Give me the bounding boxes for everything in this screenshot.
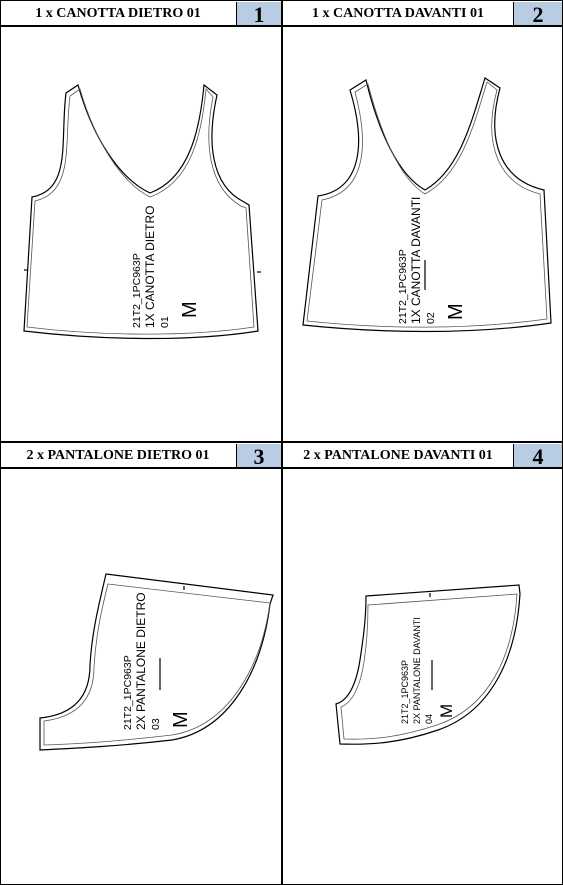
panel-2-number: 2 (513, 2, 562, 27)
panel-1-label-index: 01 (159, 316, 171, 328)
panel-2-label-name: 1X CANOTTA DAVANTI (409, 197, 423, 324)
lower-header-line (0, 467, 563, 469)
panel-4-number: 4 (513, 444, 562, 469)
panel-1-label-name: 1X CANOTTA DIETRO (143, 206, 157, 328)
panel-1-number: 1 (236, 2, 281, 27)
panel-2-label-index: 02 (425, 312, 437, 324)
panel-1-title: 1 x CANOTTA DIETRO 01 (35, 6, 201, 21)
panel-3-title: 2 x PANTALONE DIETRO 01 (26, 448, 210, 463)
canotta-davanti-piece (302, 77, 552, 333)
panel-4-label-index: 04 (424, 714, 434, 724)
panel-3-label-size: M (170, 711, 192, 728)
canotta-dietro-piece (23, 83, 261, 340)
top-header-line (0, 25, 563, 27)
panel-4-label: 21T2_1PC963P 2X PANTALONE DAVANTI 04 M (400, 617, 456, 724)
panel-3-label: 21T2_1PC963P 2X PANTALONE DIETRO 03 M (122, 592, 192, 730)
pantalone-davanti-piece (335, 584, 521, 745)
panel-3-label-index: 03 (150, 718, 162, 730)
panel-3-number: 3 (236, 444, 281, 469)
panel-4-label-name: 2X PANTALONE DAVANTI (412, 617, 422, 724)
panel-4-label-size: M (437, 704, 456, 718)
pantalone-dietro-piece (39, 573, 274, 751)
panel-3-label-name: 2X PANTALONE DIETRO (134, 592, 148, 730)
panel-2-label-code: 21T2_1PC963P (397, 249, 409, 324)
panel-4-title: 2 x PANTALONE DAVANTI 01 (303, 448, 493, 463)
panel-2-title: 1 x CANOTTA DAVANTI 01 (312, 6, 484, 21)
panel-1-label-size: M (179, 301, 201, 318)
panel-2-label-size: M (445, 303, 467, 320)
panel-4-label-code: 21T2_1PC963P (400, 660, 410, 724)
panel-1-label-code: 21T2_1PC963P (131, 253, 143, 328)
panel-2-label: 21T2_1PC963P 1X CANOTTA DAVANTI 02 M (397, 197, 467, 324)
panel-1-label: 21T2_1PC963P 1X CANOTTA DIETRO 01 M (131, 206, 201, 328)
panel-3-label-code: 21T2_1PC963P (122, 655, 134, 730)
middle-divider (0, 441, 563, 443)
